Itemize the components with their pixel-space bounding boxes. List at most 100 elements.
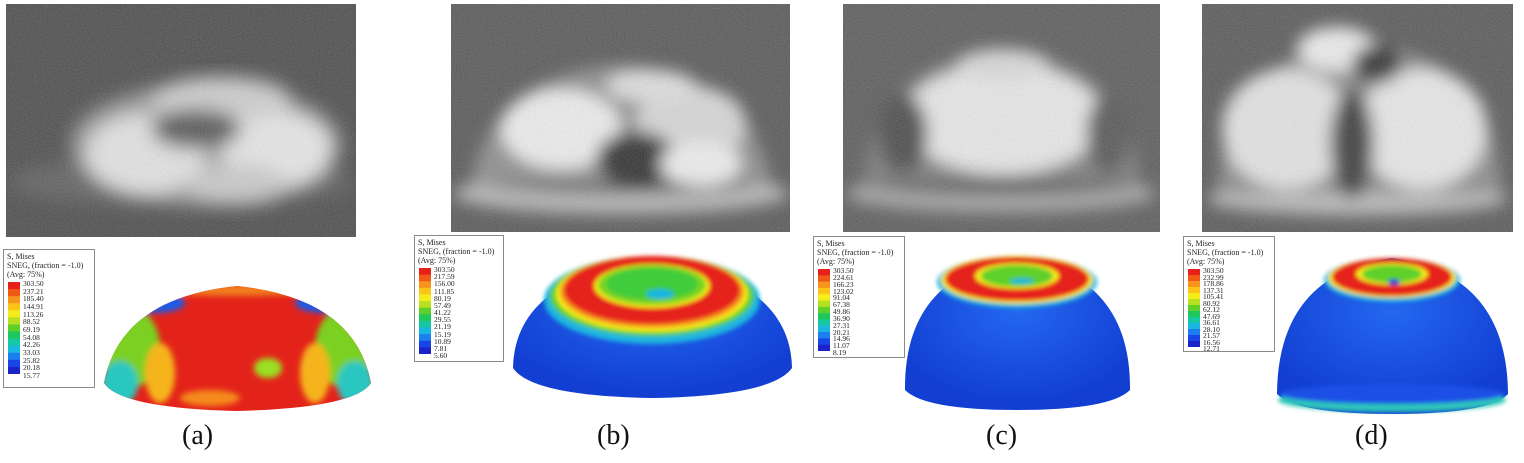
photo-c bbox=[843, 4, 1160, 232]
legend-c-title: S, Mises bbox=[817, 239, 845, 248]
legend-color-swatch bbox=[419, 314, 431, 322]
legend-d-avg: (Avg: 75%) bbox=[1187, 257, 1225, 266]
legend-c-subtitle: SNEG, (fraction = -1.0) bbox=[817, 248, 894, 257]
legend-color-swatch bbox=[8, 359, 20, 368]
legend-color-swatch bbox=[419, 334, 431, 342]
legend-color-swatch bbox=[419, 307, 431, 315]
legend-tick-value: 69.19 bbox=[23, 325, 40, 334]
legend-tick-value: 5.60 bbox=[434, 351, 448, 360]
legend-tick-value: 88.52 bbox=[23, 317, 40, 327]
legend-color-swatch bbox=[419, 301, 431, 309]
legend-tick-value: 303.50 bbox=[434, 265, 455, 274]
legend-tick-value: 20.21 bbox=[833, 327, 850, 337]
fem-model-d bbox=[1275, 254, 1510, 414]
legend-color-swatch bbox=[818, 281, 830, 289]
legend-color-swatch bbox=[818, 300, 830, 308]
fem-model-d-image bbox=[1277, 258, 1508, 414]
photo-b-image bbox=[451, 4, 790, 232]
legend-color-swatch bbox=[8, 331, 20, 340]
legend-color-swatch bbox=[419, 347, 431, 354]
legend-a-avg: (Avg: 75%) bbox=[7, 270, 45, 279]
legend-d-colorbar bbox=[1188, 269, 1200, 347]
legend-tick-value: 91.04 bbox=[833, 293, 850, 303]
legend-tick-value: 25.82 bbox=[23, 355, 40, 365]
legend-tick-value: 12.71 bbox=[1203, 344, 1220, 353]
legend-color-swatch bbox=[1188, 317, 1200, 324]
legend-tick-value: 33.03 bbox=[23, 348, 40, 357]
panel-label-b: (b) bbox=[597, 420, 630, 451]
legend-color-swatch bbox=[818, 275, 830, 283]
legend-tick-value: 21.19 bbox=[434, 322, 451, 332]
legend-tick-value: 80.92 bbox=[1203, 298, 1220, 308]
legend-tick-value: 156.00 bbox=[434, 279, 455, 289]
photo-a bbox=[6, 4, 356, 237]
legend-tick-value: 21.57 bbox=[1203, 331, 1220, 340]
legend-tick-value: 15.77 bbox=[23, 371, 40, 380]
photo-d bbox=[1202, 4, 1513, 232]
legend-tick-value: 303.50 bbox=[1203, 266, 1224, 275]
legend-color-swatch bbox=[8, 338, 20, 347]
legend-a: S, Mises SNEG, (fraction = -1.0) (Avg: 7… bbox=[3, 249, 95, 388]
legend-color-swatch bbox=[818, 294, 830, 302]
legend-c-avg: (Avg: 75%) bbox=[817, 257, 855, 266]
legend-color-swatch bbox=[1188, 329, 1200, 336]
fem-model-c-image bbox=[904, 256, 1131, 410]
legend-color-swatch bbox=[419, 320, 431, 329]
legend-tick-value: 217.59 bbox=[434, 272, 455, 282]
legend-color-swatch bbox=[419, 340, 431, 348]
legend-color-swatch bbox=[8, 366, 20, 374]
legend-color-swatch bbox=[818, 306, 830, 314]
legend-color-swatch bbox=[1188, 341, 1200, 347]
legend-color-swatch bbox=[419, 281, 431, 289]
legend-c: S, Mises SNEG, (fraction = -1.0) (Avg: 7… bbox=[813, 236, 905, 358]
legend-tick-value: 113.26 bbox=[23, 309, 44, 319]
legend-tick-value: 7.81 bbox=[434, 343, 448, 353]
legend-color-swatch bbox=[8, 296, 20, 304]
legend-d-subtitle: SNEG, (fraction = -1.0) bbox=[1187, 248, 1264, 257]
legend-tick-value: 144.91 bbox=[23, 302, 44, 311]
fem-model-a bbox=[100, 278, 375, 413]
legend-d: S, Mises SNEG, (fraction = -1.0) (Avg: 7… bbox=[1183, 236, 1275, 353]
legend-tick-value: 47.69 bbox=[1203, 311, 1220, 321]
legend-color-swatch bbox=[8, 324, 20, 333]
legend-color-swatch bbox=[818, 319, 830, 327]
legend-tick-value: 8.19 bbox=[833, 348, 847, 357]
legend-color-swatch bbox=[1188, 299, 1200, 306]
legend-tick-value: 232.99 bbox=[1203, 272, 1224, 282]
legend-c-colorbar bbox=[818, 269, 830, 351]
legend-tick-value: 36.61 bbox=[1203, 318, 1220, 327]
legend-b-title: S, Mises bbox=[418, 238, 446, 247]
legend-color-swatch bbox=[818, 344, 830, 351]
photo-c-image bbox=[843, 4, 1160, 232]
legend-d-title: S, Mises bbox=[1187, 239, 1215, 248]
legend-tick-value: 67.38 bbox=[833, 300, 850, 310]
legend-tick-value: 62.12 bbox=[1203, 305, 1220, 314]
legend-color-swatch bbox=[1188, 311, 1200, 318]
legend-tick-value: 111.85 bbox=[434, 286, 455, 296]
legend-color-swatch bbox=[8, 352, 20, 361]
legend-b-colorbar bbox=[419, 268, 431, 354]
legend-color-swatch bbox=[8, 303, 20, 311]
legend-tick-value: 166.23 bbox=[833, 279, 854, 289]
fem-model-c bbox=[900, 250, 1135, 410]
legend-color-swatch bbox=[818, 269, 830, 276]
photo-d-image bbox=[1202, 4, 1513, 232]
panel-label-a: (a) bbox=[182, 420, 214, 451]
legend-color-swatch bbox=[818, 338, 830, 346]
legend-tick-value: 237.21 bbox=[23, 286, 44, 296]
legend-color-swatch bbox=[1188, 269, 1200, 276]
legend-a-title: S, Mises bbox=[7, 252, 35, 261]
legend-color-swatch bbox=[419, 287, 431, 295]
legend-tick-value: 54.08 bbox=[23, 332, 40, 342]
legend-color-swatch bbox=[1188, 305, 1200, 312]
legend-b-avg: (Avg: 75%) bbox=[418, 256, 456, 265]
legend-tick-value: 28.10 bbox=[1203, 324, 1220, 334]
legend-color-swatch bbox=[818, 313, 830, 320]
legend-tick-value: 11.07 bbox=[833, 341, 850, 351]
legend-tick-value: 303.50 bbox=[23, 279, 44, 288]
legend-tick-value: 16.56 bbox=[1203, 337, 1220, 347]
legend-tick-value: 80.19 bbox=[434, 293, 451, 303]
legend-color-swatch bbox=[1188, 281, 1200, 288]
legend-tick-value: 105.41 bbox=[1203, 292, 1224, 301]
legend-tick-value: 10.89 bbox=[434, 336, 451, 346]
